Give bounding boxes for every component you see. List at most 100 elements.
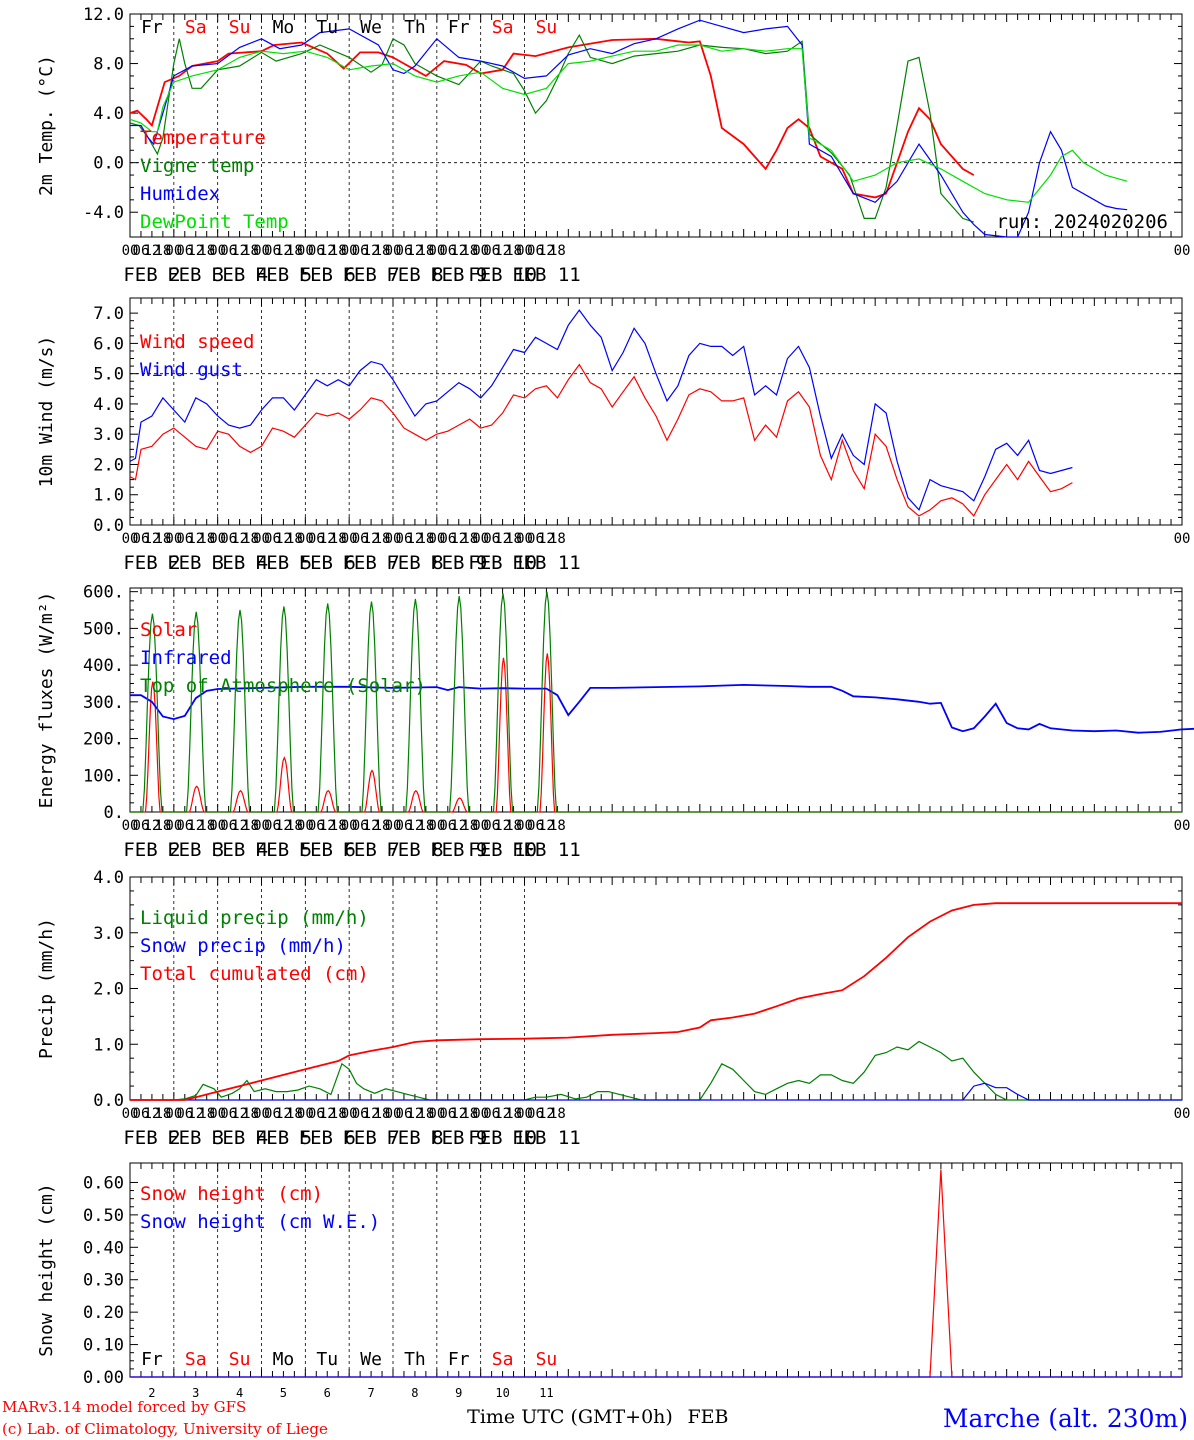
date-label: FEB 8 [386, 264, 443, 286]
date-label: FEB 8 [386, 839, 443, 861]
hour-tick-label: 12 [187, 243, 204, 259]
hour-tick-label: 00 [165, 1106, 182, 1122]
hour-tick-label: 18 [330, 818, 347, 834]
hour-tick-label: 12 [494, 531, 511, 547]
panel-3 [129, 587, 1194, 813]
weekday-label: Sa [492, 17, 514, 38]
hour-tick-label: 12 [187, 531, 204, 547]
hour-tick-label: 06 [396, 243, 413, 259]
hour-tick-label: 12 [143, 1106, 160, 1122]
hour-tick-label: 06 [439, 1106, 456, 1122]
hour-tick-label: 06 [439, 818, 456, 834]
hour-tick-label: 06 [483, 243, 500, 259]
y-tick-label: 600. [83, 583, 124, 603]
legend-entry: Infrared [140, 647, 232, 669]
hour-tick-label: 06 [352, 243, 369, 259]
hour-tick-label: 12 [363, 1106, 380, 1122]
hour-tick-label: 00 [165, 818, 182, 834]
series-line [130, 591, 1182, 813]
hour-tick-label: 00 [472, 243, 489, 259]
hour-tick-label: 06 [176, 243, 193, 259]
hour-tick-label: 00 [428, 243, 445, 259]
y-tick-label: 12.0 [83, 5, 124, 25]
hour-tick-label: 18 [549, 243, 566, 259]
hour-tick-label: 00 [516, 531, 533, 547]
x-axis-label: Time UTC (GMT+0h) [467, 1406, 673, 1428]
day-number: 5 [280, 1386, 287, 1400]
hour-tick-label: 12 [494, 1106, 511, 1122]
hour-tick-label: 12 [231, 243, 248, 259]
y-tick-label: 0.10 [83, 1336, 124, 1356]
hour-tick-label: 00 [385, 243, 402, 259]
hour-tick-label: 12 [363, 531, 380, 547]
y-tick-label: -4.0 [83, 203, 124, 223]
hour-tick-label: 18 [461, 1106, 478, 1122]
hour-tick-label: 18 [505, 531, 522, 547]
hour-tick-label: 12 [538, 531, 555, 547]
date-label: FEB 10 [468, 1127, 537, 1149]
hour-tick-label: 00 [341, 818, 358, 834]
hour-tick-label: 00 [122, 531, 139, 547]
hour-tick-label: 00 [472, 1106, 489, 1122]
hour-tick-label: 18 [505, 818, 522, 834]
weekday-label: Fr [141, 1349, 163, 1370]
date-label: FEB 11 [512, 264, 581, 286]
date-label: FEB 2 [123, 1127, 180, 1149]
date-label: FEB 7 [342, 1127, 399, 1149]
series-line [130, 902, 1182, 1101]
hour-tick-label: 18 [242, 243, 259, 259]
hour-tick-label: 00 [165, 243, 182, 259]
hour-tick-label: 06 [220, 531, 237, 547]
hour-tick-label: 18 [286, 531, 303, 547]
hour-tick-label: 00 [253, 818, 270, 834]
y-tick-label: 200. [83, 730, 124, 750]
station-label: Marche (alt. 230m) [943, 1404, 1188, 1433]
model-credit: MARv3.14 model forced by GFS [2, 1398, 246, 1416]
y-tick-label: 3.0 [93, 425, 124, 445]
y-tick-label: 0.40 [83, 1238, 124, 1258]
weekday-label: We [360, 1349, 382, 1370]
hour-tick-label: 06 [264, 1106, 281, 1122]
y-tick-label: 0.0 [93, 516, 124, 536]
hour-tick-label: 18 [549, 531, 566, 547]
hour-tick-label: 00 [472, 818, 489, 834]
date-label: FEB 3 [167, 839, 224, 861]
weekday-label: Tu [316, 1349, 338, 1370]
legend-entry: Snow height (cm) [140, 1183, 323, 1205]
y-tick-label: 1.0 [93, 486, 124, 506]
day-number: 6 [324, 1386, 331, 1400]
date-label: FEB 6 [299, 839, 356, 861]
hour-tick-label: 18 [505, 243, 522, 259]
date-label: FEB 9 [430, 1127, 487, 1149]
series-line [130, 1082, 1182, 1101]
hour-tick-label: 06 [133, 531, 150, 547]
hour-tick-label: 06 [396, 531, 413, 547]
day-number: 4 [236, 1386, 243, 1400]
hour-tick-label: 00 [341, 1106, 358, 1122]
y-axis-label: Snow height (cm) [36, 1183, 57, 1356]
run-label: run: 2024020206 [996, 211, 1168, 233]
month-label: FEB [687, 1406, 728, 1428]
weekday-label: Th [404, 1349, 426, 1370]
hour-tick-label: 06 [439, 531, 456, 547]
hour-tick-label: 00 [516, 1106, 533, 1122]
hour-tick-label: 12 [319, 243, 336, 259]
date-label: FEB 9 [430, 839, 487, 861]
hour-tick-label: 18 [330, 531, 347, 547]
date-label: FEB 9 [430, 264, 487, 286]
legend-entry: Wind gust [140, 359, 243, 381]
date-label: FEB 2 [123, 839, 180, 861]
hour-tick-label: 00 [165, 531, 182, 547]
hour-tick-label: 18 [286, 243, 303, 259]
y-tick-label: 2.0 [93, 455, 124, 475]
date-label: FEB 7 [342, 839, 399, 861]
hour-tick-label: 06 [483, 1106, 500, 1122]
hour-tick-label: 12 [450, 243, 467, 259]
day-number: 10 [495, 1386, 509, 1400]
date-label: FEB 9 [430, 552, 487, 574]
hour-tick-label: 00 [428, 1106, 445, 1122]
series-line [129, 33, 974, 223]
series-line [129, 309, 1073, 512]
panel-4 [129, 876, 1183, 1101]
